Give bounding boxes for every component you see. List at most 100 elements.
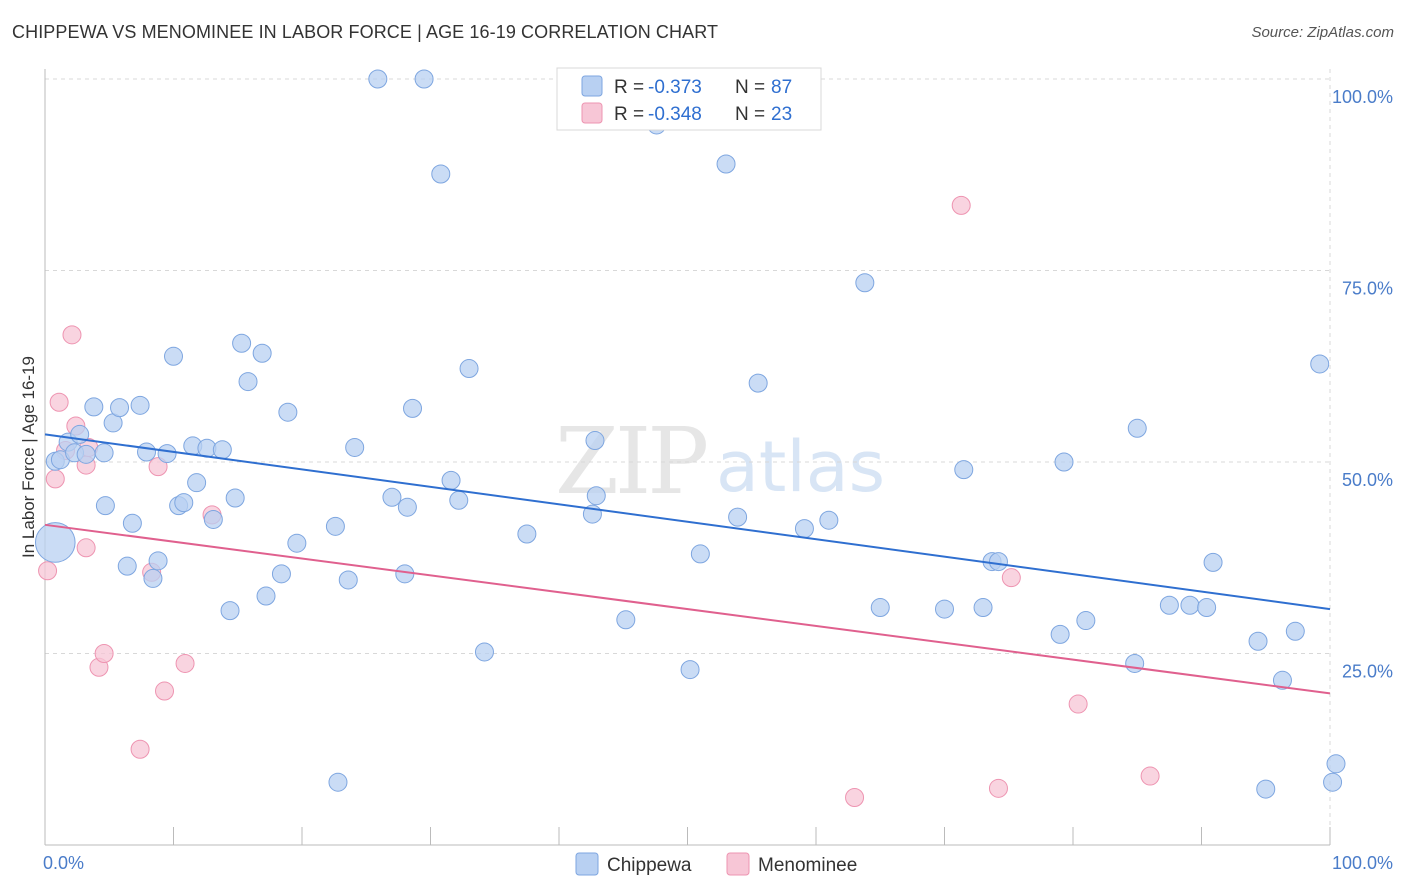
menominee-point-21 [1068, 694, 1088, 714]
menominee-point-13 [148, 457, 168, 477]
chippewa-point-73 [1076, 611, 1096, 631]
chippewa-point-84 [1310, 354, 1330, 374]
axes [44, 69, 1331, 846]
chippewa-point-54 [586, 486, 606, 506]
chippewa-point-14 [130, 395, 150, 415]
chippewa-point-62 [794, 519, 814, 539]
chippewa-point-8 [94, 443, 114, 463]
chippewa-point-42 [395, 564, 415, 584]
chippewa-point-29 [232, 333, 252, 353]
chippewa-point-30 [238, 372, 258, 392]
legend-swatch-chippewa [581, 75, 603, 97]
chippewa-point-19 [164, 346, 183, 366]
menominee-point-2 [49, 392, 69, 412]
chippewa-point-18 [157, 444, 177, 464]
chippewa-point-67 [954, 460, 974, 480]
chippewa-point-40 [368, 69, 388, 89]
chippewa-point-49 [459, 359, 479, 379]
chippewa-point-25 [203, 509, 223, 529]
chippewa-point-17 [148, 551, 168, 571]
x-tick-labels: 0.0% 100.0% [43, 853, 1393, 873]
chippewa-point-12 [117, 556, 137, 576]
chippewa-point-28 [225, 488, 245, 508]
chippewa-point-82 [1272, 670, 1292, 690]
chippewa-point-36 [325, 516, 345, 536]
chippewa-point-15 [137, 442, 157, 462]
chippewa-point-46 [431, 164, 451, 184]
menominee-point-11 [130, 739, 150, 759]
menominee-point-14 [155, 681, 175, 701]
chippewa-point-77 [1180, 595, 1200, 615]
chippewa-point-11 [110, 398, 130, 418]
y-tick-label-0: 100.0% [1332, 87, 1393, 107]
legend-r-label-menominee: R = [614, 104, 644, 125]
legend-r-value-chippewa: -0.373 [648, 77, 702, 98]
chippewa-point-43 [397, 497, 417, 517]
legend-n-value-menominee: 23 [771, 104, 792, 125]
chippewa-point-37 [328, 772, 348, 792]
menominee-point-18 [951, 195, 971, 215]
chippewa-point-65 [870, 598, 890, 618]
chippewa-point-57 [680, 660, 700, 680]
chippewa-point-45 [414, 69, 434, 89]
chippewa-point-74 [1125, 653, 1145, 673]
chippewa-point-76 [1159, 595, 1179, 615]
chippewa-point-85 [1323, 772, 1343, 792]
x-tick-label-0: 0.0% [43, 853, 84, 873]
chippewa-point-39 [345, 437, 365, 457]
y-tick-label-3: 25.0% [1342, 662, 1393, 682]
chippewa-point-75 [1127, 418, 1147, 438]
y-tick-label-2: 50.0% [1342, 470, 1393, 490]
chippewa-point-26 [212, 440, 232, 460]
legend-n-label-menominee: N = [735, 104, 765, 125]
menominee-point-0 [38, 561, 58, 581]
bottom-legend-chippewa: Chippewa [607, 855, 692, 876]
chippewa-point-9 [95, 496, 115, 516]
y-tick-labels: 100.0% 75.0% 50.0% 25.0% [1332, 87, 1393, 682]
chippewa-point-6 [76, 444, 96, 464]
chippewa-point-83 [1285, 621, 1305, 641]
legend-r-label-chippewa: R = [614, 77, 644, 98]
watermark: ZIP atlas [555, 408, 885, 515]
chippewa-point-86 [1326, 754, 1346, 774]
chippewa-point-80 [1248, 631, 1268, 651]
source-label: Source: ZipAtlas.com [1251, 24, 1394, 41]
y-axis-label: In Labor Force | Age 16-19 [19, 356, 38, 558]
chippewa-point-35 [287, 533, 307, 553]
chippewa-point-60 [728, 507, 748, 527]
legend-n-label-chippewa: N = [735, 77, 765, 98]
chippewa-point-16 [143, 568, 163, 588]
watermark-atlas: atlas [716, 426, 885, 508]
chippewa-point-44 [403, 398, 423, 418]
chippewa-point-33 [271, 564, 291, 584]
chippewa-point-21 [174, 493, 194, 513]
chippewa-point-48 [449, 490, 469, 510]
chart-title: CHIPPEWA VS MENOMINEE IN LABOR FORCE | A… [12, 22, 719, 42]
chippewa-point-79 [1203, 552, 1223, 572]
chippewa-point-63 [819, 510, 839, 530]
menominee-point-20 [1001, 568, 1021, 588]
legend-r-value-menominee: -0.348 [648, 104, 702, 125]
chippewa-point-68 [973, 598, 993, 618]
bottom-legend-swatch-chippewa [575, 852, 599, 876]
chippewa-point-38 [338, 570, 358, 590]
chippewa-point-61 [748, 373, 768, 393]
chippewa-point-27 [220, 601, 240, 621]
menominee-trendline [44, 523, 1331, 695]
chippewa-point-31 [252, 343, 272, 363]
chippewa-point-53 [585, 431, 605, 451]
chippewa-point-64 [855, 273, 875, 293]
chippewa-point-70 [988, 552, 1008, 572]
legend-swatch-menominee [581, 102, 603, 124]
chippewa-point-51 [517, 524, 537, 544]
chippewa-point-32 [256, 586, 276, 606]
bottom-legend-swatch-menominee [726, 852, 750, 876]
chippewa-point-66 [935, 599, 954, 619]
chippewa-point-72 [1054, 452, 1074, 472]
bottom-legend-menominee: Menominee [758, 855, 857, 876]
chippewa-point-50 [474, 642, 494, 662]
trendlines [44, 433, 1331, 695]
y-tick-label-1: 75.0% [1342, 279, 1393, 299]
chippewa-point-34 [278, 402, 298, 422]
